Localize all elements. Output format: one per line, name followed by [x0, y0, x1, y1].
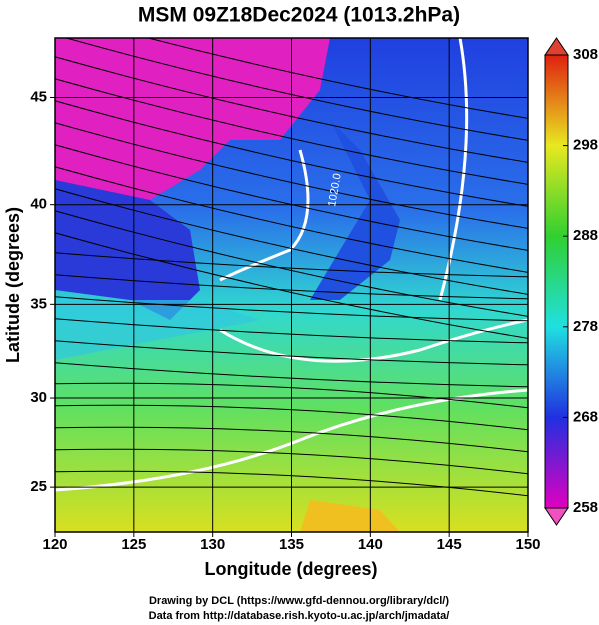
- land-mass: [55, 180, 200, 320]
- x-tick-label: 120: [42, 536, 67, 553]
- x-tick-label: 130: [200, 536, 225, 553]
- map-field: 1020.0: [55, 38, 528, 532]
- colorbar-max-arrow: [544, 37, 569, 56]
- colorbar-tick-label: 308: [573, 46, 598, 63]
- colorbar-min-arrow: [544, 507, 569, 526]
- y-tick-label: 30: [30, 389, 47, 406]
- colorbar-tick-label: 298: [573, 137, 598, 154]
- credit: Drawing by DCL (https://www.gfd-dennou.o…: [149, 595, 449, 607]
- cold-land: [55, 38, 330, 200]
- credit: Data from http://database.rish.kyoto-u.a…: [149, 610, 450, 622]
- isobar: [219, 149, 310, 282]
- colorbar-tick-label: 288: [573, 227, 598, 244]
- y-axis-label: Latitude (degrees): [3, 207, 23, 363]
- x-tick-label: 150: [515, 536, 540, 553]
- colorbar-tick-label: 258: [573, 499, 598, 516]
- y-tick-label: 40: [30, 196, 47, 213]
- colorbar-tick-label: 268: [573, 408, 598, 425]
- y-tick-label: 45: [30, 88, 47, 105]
- isobar: [219, 318, 528, 363]
- x-tick-label: 125: [121, 536, 146, 553]
- colorbar: [544, 54, 569, 509]
- x-tick-label: 135: [279, 536, 304, 553]
- japan: [310, 120, 400, 300]
- x-axis-label: Longitude (degrees): [204, 559, 377, 579]
- contour-label: 1020.0: [326, 172, 344, 207]
- x-tick-label: 140: [358, 536, 383, 553]
- y-tick-label: 35: [30, 295, 47, 312]
- x-tick-label: 145: [437, 536, 462, 553]
- title: MSM 09Z18Dec2024 (1013.2hPa): [138, 4, 460, 27]
- y-tick-label: 25: [30, 478, 47, 495]
- colorbar-tick-label: 278: [573, 318, 598, 335]
- warm-area: [300, 500, 400, 532]
